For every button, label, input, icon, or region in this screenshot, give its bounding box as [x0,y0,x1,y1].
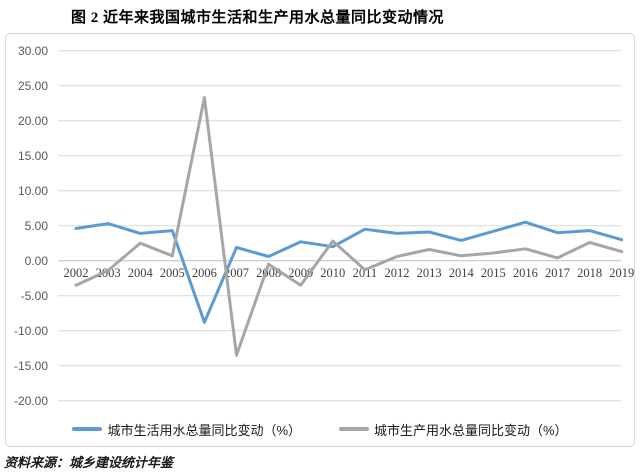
y-axis-tick-label: 5.00 [24,218,48,233]
x-axis-tick-label: 2019 [609,266,635,280]
x-axis-tick-label: 2009 [288,266,314,280]
y-axis-tick-label: -10.00 [13,323,48,338]
x-axis-tick-label: 2002 [63,266,89,280]
y-axis-tick-label: 15.00 [17,148,48,163]
x-axis-tick-label: 2005 [159,266,185,280]
x-axis-tick-label: 2016 [512,266,538,280]
x-axis-tick-label: 2004 [127,266,153,280]
y-axis-tick-label: 20.00 [17,113,48,128]
legend-item-production-water: 城市生产用水总量同比变动（%） [339,420,568,439]
y-axis-tick-label: 10.00 [17,183,48,198]
x-axis-tick-label: 2006 [191,266,217,280]
y-axis-tick-label: 0.00 [24,253,48,268]
x-axis-tick-label: 2015 [480,266,506,280]
y-axis-tick-label: -20.00 [13,393,48,408]
x-axis-tick-label: 2003 [95,266,121,280]
y-axis-tick-label: 30.00 [17,43,48,58]
blue-line-swatch-icon [72,427,103,431]
x-axis-tick-label: 2011 [352,266,378,280]
x-axis-tick-label: 2008 [256,266,282,280]
x-axis-tick-label: 2012 [384,266,410,280]
x-axis-tick-label: 2018 [577,266,603,280]
y-axis-tick-label: -15.00 [13,358,48,373]
gray-line-swatch-icon [339,427,369,431]
legend-label-production: 城市生产用水总量同比变动（%） [374,422,568,438]
chart-legend: 城市生活用水总量同比变动（%） 城市生产用水总量同比变动（%） [0,420,640,438]
y-axis-tick-label: 25.00 [17,78,48,93]
x-axis-tick-label: 2010 [320,266,346,280]
legend-label-domestic: 城市生活用水总量同比变动（%） [107,422,301,438]
chart-title: 图 2 近年来我国城市生活和生产用水总量同比变动情况 [70,10,444,26]
y-axis-tick-label: -5.00 [20,288,48,303]
x-axis-tick-label: 2014 [448,266,474,280]
x-axis-tick-label: 2017 [545,266,570,280]
x-axis-tick-label: 2013 [416,266,442,280]
legend-item-domestic-water: 城市生活用水总量同比变动（%） [72,420,301,439]
source-note: 资料来源：城乡建设统计年鉴 [4,455,174,470]
x-axis-tick-label: 2007 [224,266,249,280]
